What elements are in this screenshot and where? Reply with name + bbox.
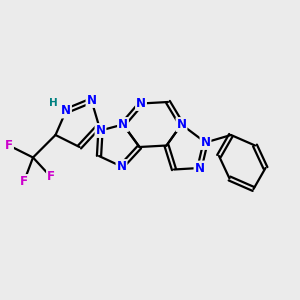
Text: H: H: [49, 98, 58, 108]
Text: N: N: [200, 136, 211, 149]
Text: N: N: [95, 124, 106, 137]
Text: F: F: [20, 175, 28, 188]
Text: F: F: [47, 170, 55, 184]
Text: N: N: [136, 97, 146, 110]
Text: N: N: [176, 118, 187, 131]
Text: N: N: [194, 161, 205, 175]
Text: N: N: [118, 118, 128, 131]
Text: F: F: [5, 139, 13, 152]
Text: N: N: [116, 160, 127, 173]
Text: N: N: [61, 104, 71, 118]
Text: N: N: [86, 94, 97, 107]
